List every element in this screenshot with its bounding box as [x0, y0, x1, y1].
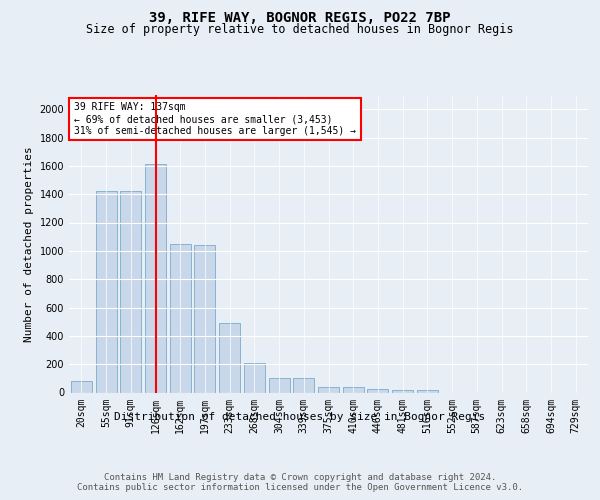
Bar — [170, 244, 191, 392]
Text: Distribution of detached houses by size in Bognor Regis: Distribution of detached houses by size … — [115, 412, 485, 422]
Bar — [145, 164, 166, 392]
Bar — [194, 245, 215, 392]
Bar — [120, 192, 141, 392]
Bar — [244, 364, 265, 392]
Text: Contains HM Land Registry data © Crown copyright and database right 2024.
Contai: Contains HM Land Registry data © Crown c… — [77, 472, 523, 492]
Bar — [392, 390, 413, 392]
Text: Size of property relative to detached houses in Bognor Regis: Size of property relative to detached ho… — [86, 23, 514, 36]
Bar — [417, 390, 438, 392]
Bar — [343, 387, 364, 392]
Text: 39, RIFE WAY, BOGNOR REGIS, PO22 7BP: 39, RIFE WAY, BOGNOR REGIS, PO22 7BP — [149, 11, 451, 25]
Bar — [318, 387, 339, 392]
Y-axis label: Number of detached properties: Number of detached properties — [24, 146, 34, 342]
Bar — [293, 378, 314, 392]
Bar — [269, 378, 290, 392]
Text: 39 RIFE WAY: 137sqm
← 69% of detached houses are smaller (3,453)
31% of semi-det: 39 RIFE WAY: 137sqm ← 69% of detached ho… — [74, 102, 356, 136]
Bar — [367, 389, 388, 392]
Bar — [95, 192, 116, 392]
Bar — [71, 381, 92, 392]
Bar — [219, 323, 240, 392]
